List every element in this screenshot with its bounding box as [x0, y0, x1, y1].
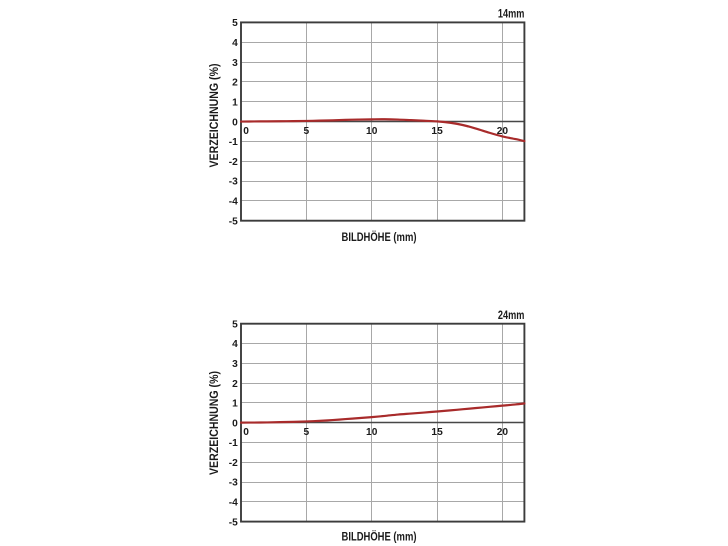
svg-text:0: 0	[232, 418, 238, 429]
svg-text:5: 5	[232, 319, 238, 330]
svg-text:15: 15	[431, 126, 443, 137]
svg-text:14mm: 14mm	[498, 9, 525, 21]
svg-text:24mm: 24mm	[498, 310, 525, 322]
svg-text:VERZEICHNUNG (%): VERZEICHNUNG (%)	[209, 63, 221, 167]
svg-text:20: 20	[497, 126, 509, 137]
svg-text:-1: -1	[229, 438, 238, 449]
svg-text:-3: -3	[229, 478, 238, 489]
svg-text:-2: -2	[229, 458, 238, 469]
svg-text:2: 2	[232, 379, 238, 390]
svg-text:10: 10	[366, 126, 378, 137]
svg-text:-5: -5	[229, 517, 238, 528]
svg-text:-2: -2	[229, 157, 238, 168]
svg-text:-5: -5	[229, 216, 238, 227]
svg-text:3: 3	[232, 359, 238, 370]
svg-text:1: 1	[232, 97, 238, 108]
svg-text:0: 0	[243, 427, 249, 438]
svg-text:1: 1	[232, 399, 238, 410]
svg-text:3: 3	[232, 58, 238, 69]
svg-text:2: 2	[232, 78, 238, 89]
svg-text:20: 20	[497, 427, 509, 438]
svg-text:4: 4	[232, 38, 238, 49]
svg-text:10: 10	[366, 427, 378, 438]
svg-text:5: 5	[232, 18, 238, 29]
svg-text:-4: -4	[229, 197, 238, 208]
svg-text:BILDHÖHE (mm): BILDHÖHE (mm)	[342, 531, 417, 544]
svg-text:5: 5	[304, 126, 310, 137]
svg-text:-3: -3	[229, 177, 238, 188]
svg-text:4: 4	[232, 339, 238, 350]
svg-text:0: 0	[232, 117, 238, 128]
svg-text:BILDHÖHE (mm): BILDHÖHE (mm)	[342, 231, 417, 244]
svg-text:0: 0	[243, 126, 249, 137]
svg-text:-4: -4	[229, 498, 238, 509]
svg-text:VERZEICHNUNG (%): VERZEICHNUNG (%)	[209, 371, 221, 475]
svg-text:5: 5	[304, 427, 310, 438]
svg-text:15: 15	[431, 427, 443, 438]
svg-text:-1: -1	[229, 137, 238, 148]
